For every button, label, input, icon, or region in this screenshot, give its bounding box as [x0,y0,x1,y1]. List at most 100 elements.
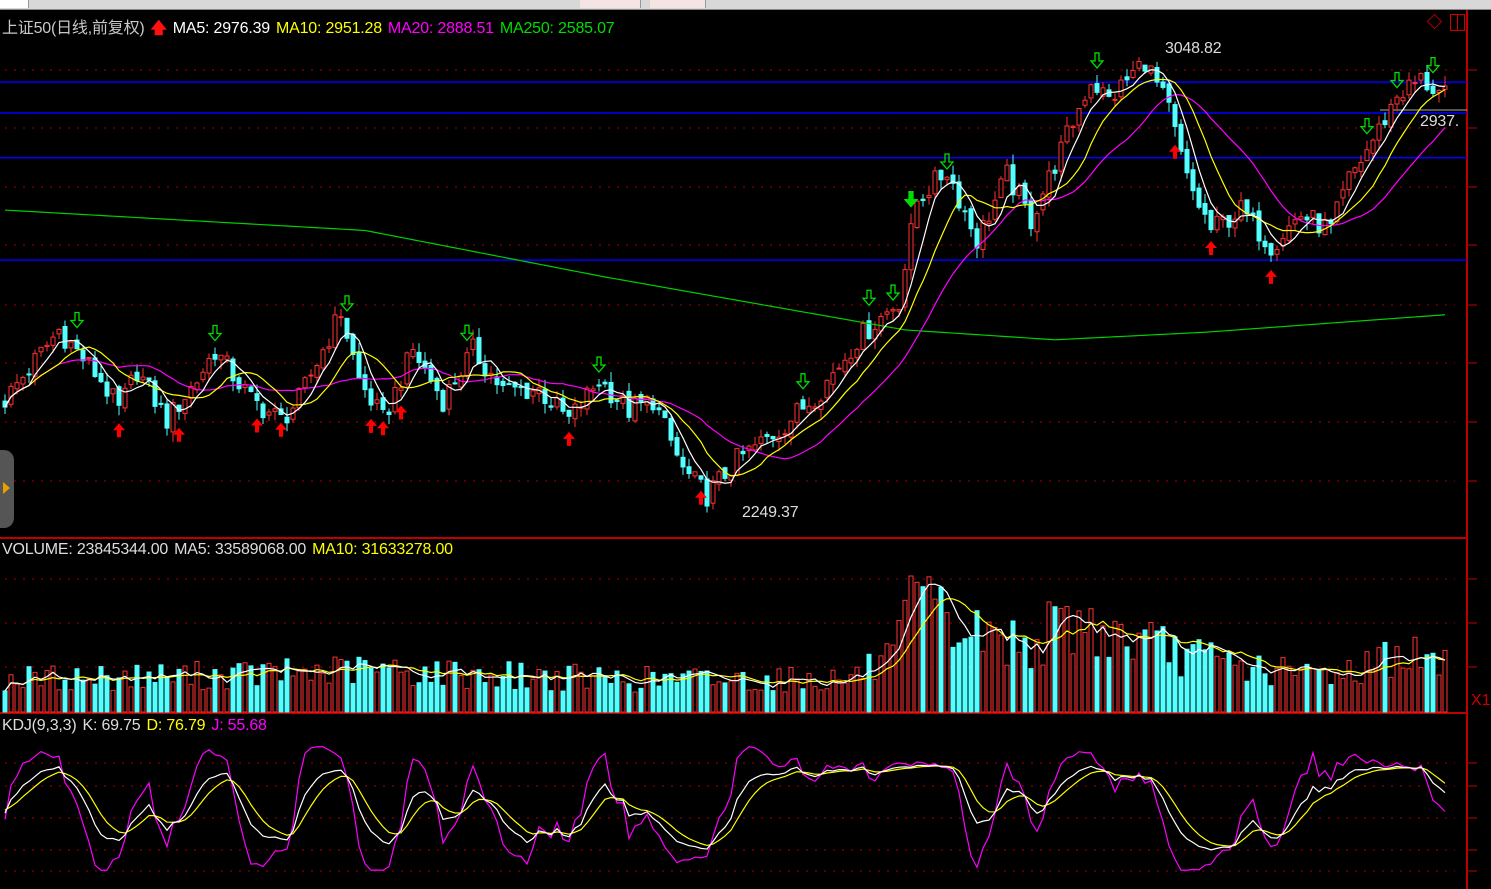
candle [620,394,626,404]
candle [224,355,230,360]
volume-bar [158,664,164,713]
volume-bar [296,670,302,713]
candle [884,311,890,315]
buy-signal-arrow-icon [1169,144,1181,159]
candle [1190,169,1196,192]
candle [998,178,1004,199]
volume-bar [1130,658,1136,713]
candle [698,475,704,480]
volume-bar [1244,680,1250,713]
volume-bar [992,626,998,713]
red-up-arrow-icon: 🡅 [150,20,167,37]
candle [866,320,872,340]
volume-bar [944,612,950,713]
candle [542,388,548,404]
buy-signal-arrow-icon [365,418,377,433]
volume-bar [1220,658,1226,713]
volume-bar [824,688,830,713]
candle [20,376,26,385]
volume-bar [986,621,992,713]
candle [80,349,86,362]
expand-side-panel-button[interactable] [0,450,14,528]
candle [1274,248,1280,255]
volume-bar [26,666,32,713]
volume-bar [1142,629,1148,713]
candle [908,223,914,271]
ma5-line [4,69,1446,484]
volume-bar [1154,630,1160,713]
volume-bar [584,687,590,713]
volume-bar [212,669,218,713]
volume-bar [776,668,782,713]
toolbar-tab[interactable] [0,0,29,8]
volume-bar [1316,669,1322,713]
volume-bar [170,681,176,713]
candle [302,377,308,389]
toolbar-tab[interactable] [650,0,706,8]
volume-bar [884,643,890,713]
candle [1268,243,1274,256]
volume-bar [470,669,476,713]
candle [590,388,596,392]
candle [104,381,110,397]
sell-signal-arrow-icon [795,373,811,390]
ma5-label: MA5: 2976.39 [172,20,270,37]
candle [1052,169,1058,174]
volume-bar [1190,644,1196,713]
candle [440,389,446,412]
volume-bar [674,681,680,713]
volume-bar [500,675,506,713]
toolbar-tab[interactable] [580,0,641,8]
candle [1154,67,1160,83]
volume-bar [200,689,206,713]
candle [314,365,320,378]
volume-bar [332,656,338,713]
candle [1244,199,1250,215]
volume-bar [1250,667,1256,713]
toolbar-strip [0,0,1491,10]
volume-bar [950,646,956,713]
candle [1340,189,1346,199]
sell-signal-arrow-icon [885,284,901,302]
candle [386,411,392,415]
volume-bar [1064,606,1070,713]
volume-bar [140,686,146,713]
volume-bar [920,586,926,713]
volume-bar [764,675,770,713]
volume-bar [830,669,836,713]
candle [1358,161,1364,172]
volume-bar [1412,636,1418,713]
candle [356,351,362,379]
kdj-d-label: D: 76.79 [146,717,206,734]
volume-bar [1178,676,1184,713]
candle [848,357,854,364]
candle [782,433,788,436]
candle [974,228,980,249]
volume-bar [260,664,266,713]
kdj-k-line [4,764,1446,851]
candle [1352,167,1358,174]
buy-signal-arrow-icon [113,423,125,438]
panel-toggle-icon[interactable] [1450,14,1465,31]
candle [938,169,944,181]
volume-bar [1274,667,1280,713]
candle [272,408,278,413]
candle [1292,219,1298,225]
volume-bar [218,674,224,713]
volume-bar [506,661,512,713]
volume-bar [1094,656,1100,713]
volume-bar [650,671,656,713]
volume-bar [1376,647,1382,713]
candle [380,397,386,410]
candle [116,386,122,406]
volume-bar [398,671,404,713]
volume-bar [326,682,332,713]
volume-bar [1352,680,1358,713]
volume-bar [1388,676,1394,713]
volume-bar [1358,683,1364,713]
volume-bar [1400,667,1406,713]
candle [596,384,602,387]
candle [686,466,692,475]
volume-bar [8,674,14,713]
